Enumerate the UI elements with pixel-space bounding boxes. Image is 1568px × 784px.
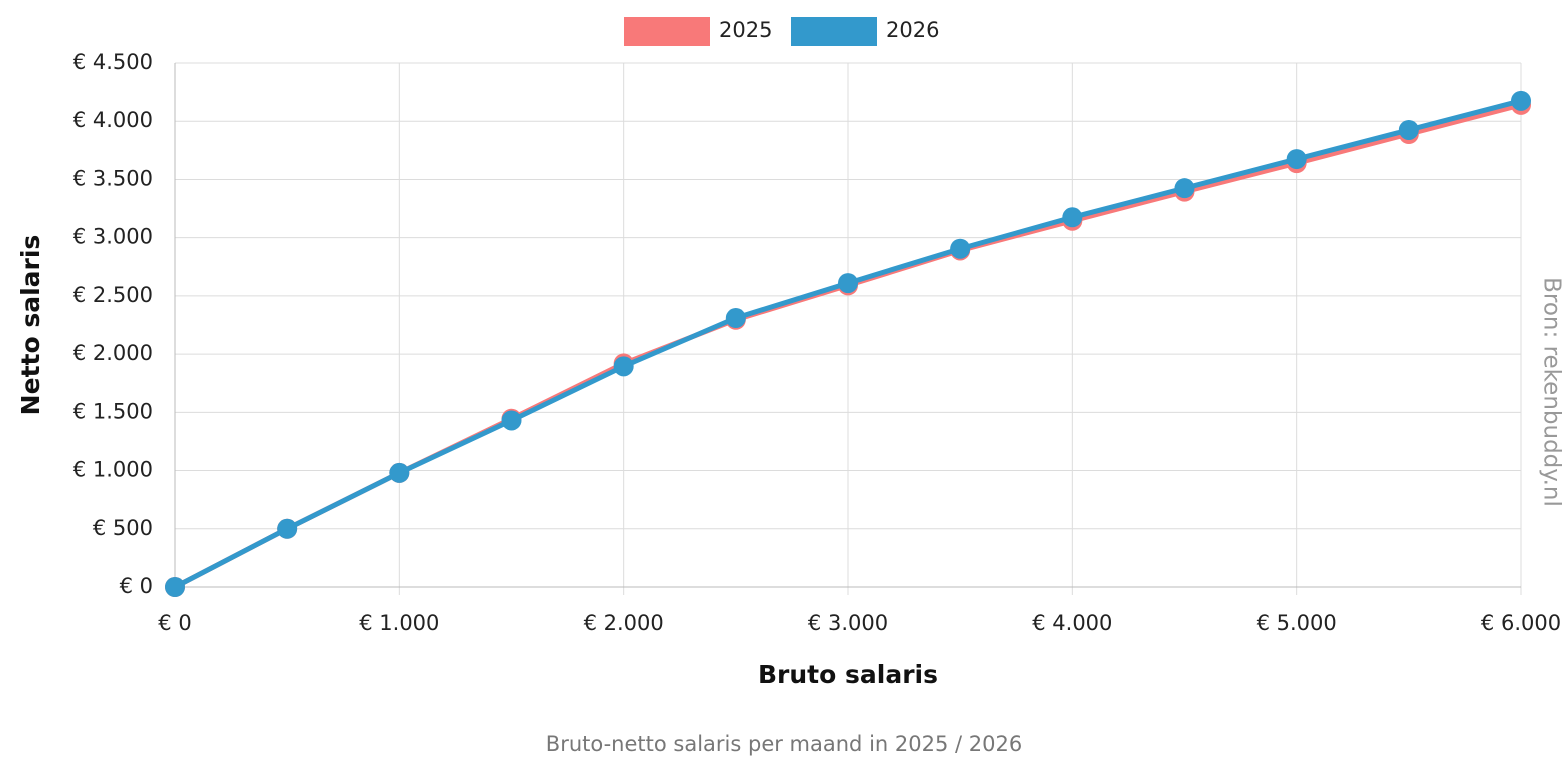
x-tick-label: € 6.000: [1481, 611, 1561, 635]
legend-swatch: [791, 17, 877, 46]
y-tick-label: € 3.000: [73, 225, 153, 249]
data-point: [1174, 178, 1195, 199]
legend-swatch: [624, 17, 710, 46]
x-axis-label: Bruto salaris: [758, 660, 938, 689]
y-tick-label: € 3.500: [73, 166, 153, 190]
data-point: [838, 273, 858, 294]
data-point: [501, 410, 522, 431]
y-tick-label: € 2.000: [73, 341, 153, 365]
y-tick-label: € 0: [120, 574, 153, 598]
x-tick-label: € 1.000: [359, 611, 439, 635]
x-tick-label: € 3.000: [808, 611, 888, 635]
y-tick-label: € 2.500: [73, 283, 153, 307]
data-point: [165, 577, 185, 597]
legend-label: 2026: [886, 18, 939, 42]
caption: Bruto-netto salaris per maand in 2025 / …: [546, 732, 1022, 756]
x-tick-label: € 5.000: [1257, 611, 1337, 635]
y-tick-label: € 500: [93, 516, 153, 540]
x-tick-label: € 4.000: [1032, 611, 1112, 635]
x-tick-label: € 2.000: [584, 611, 664, 635]
y-tick-label: € 4.000: [73, 108, 153, 132]
y-axis-label: Netto salaris: [16, 235, 45, 416]
legend-label: 2025: [719, 18, 772, 42]
data-point: [1062, 207, 1083, 228]
data-point: [389, 462, 410, 483]
y-tick-label: € 1.500: [73, 399, 153, 423]
data-point: [1511, 90, 1531, 111]
y-tick-label: € 4.500: [73, 50, 153, 74]
source-note: Bron: rekenbuddy.nl: [1539, 277, 1565, 507]
data-point: [613, 356, 634, 377]
x-tick-label: € 0: [158, 611, 191, 635]
data-point: [725, 308, 746, 329]
data-point: [950, 238, 971, 259]
data-point: [1286, 149, 1307, 170]
data-point: [1398, 119, 1419, 140]
y-tick-label: € 1.000: [73, 458, 153, 482]
data-point: [277, 518, 298, 539]
